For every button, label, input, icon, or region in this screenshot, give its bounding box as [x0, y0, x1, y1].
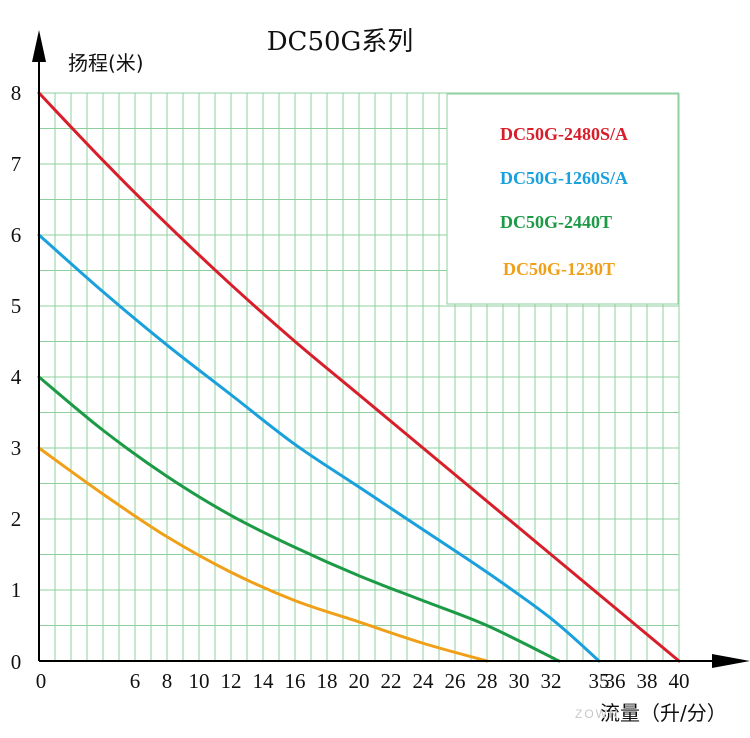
legend-entry-3: DC50G-2440T — [500, 212, 612, 232]
y-tick-label: 4 — [11, 365, 22, 389]
y-tick-label: 1 — [11, 578, 22, 602]
x-tick-label: 22 — [381, 669, 402, 693]
x-tick-label: 12 — [221, 669, 242, 693]
series-lines — [37, 91, 681, 663]
legend-entry-4: DC50G-1230T — [503, 259, 615, 279]
y-tick-label: 3 — [11, 436, 22, 460]
x-tick-label: 40 — [669, 669, 690, 693]
grid — [38, 92, 680, 662]
x-tick-label: 6 — [130, 669, 141, 693]
y-tick-label: 7 — [11, 152, 22, 176]
legend-entry-1: DC50G-2480S/A — [500, 124, 628, 144]
x-tick-label: 26 — [445, 669, 466, 693]
x-tick-label: 20 — [349, 669, 370, 693]
series-line-3 — [37, 375, 561, 663]
legend-box — [446, 93, 679, 305]
y-tick-label: 5 — [11, 294, 22, 318]
y-axis-arrow — [32, 30, 46, 62]
chart-title: DC50G系列 — [267, 27, 414, 57]
x-tick-label: 16 — [285, 669, 306, 693]
x-tick-label: 32 — [541, 669, 562, 693]
legend: DC50G-2480S/A DC50G-1260S/A DC50G-2440T DC5… — [500, 124, 628, 279]
y-tick-labels: 0 1 2 3 4 5 6 7 8 — [11, 81, 22, 674]
watermark: ZOWN — [575, 707, 620, 721]
y-tick-label: 2 — [11, 507, 22, 531]
x-tick-label: 38 — [637, 669, 658, 693]
x-axis-arrow — [712, 654, 750, 668]
y-tick-label: 8 — [11, 81, 22, 105]
axes — [32, 30, 750, 668]
x-tick-label: 10 — [189, 669, 210, 693]
x-tick-label: 24 — [413, 669, 435, 693]
series-line-2 — [37, 233, 601, 663]
x-tick-label: 0 — [36, 669, 47, 693]
x-tick-label: 14 — [253, 669, 275, 693]
x-tick-label: 35 — [589, 669, 610, 693]
series-line-4 — [37, 446, 489, 663]
series-line-1 — [37, 91, 681, 663]
x-tick-label: 18 — [317, 669, 338, 693]
x-axis-label: 流量（升/分） — [600, 701, 727, 725]
y-tick-label: 6 — [11, 223, 22, 247]
legend-entry-2: DC50G-1260S/A — [500, 168, 628, 188]
x-tick-label: 36 — [605, 669, 626, 693]
y-tick-label: 0 — [11, 650, 22, 674]
y-axis-label: 扬程(米) — [68, 51, 144, 75]
x-tick-label: 28 — [477, 669, 498, 693]
x-tick-label: 30 — [509, 669, 530, 693]
x-tick-label: 8 — [162, 669, 173, 693]
